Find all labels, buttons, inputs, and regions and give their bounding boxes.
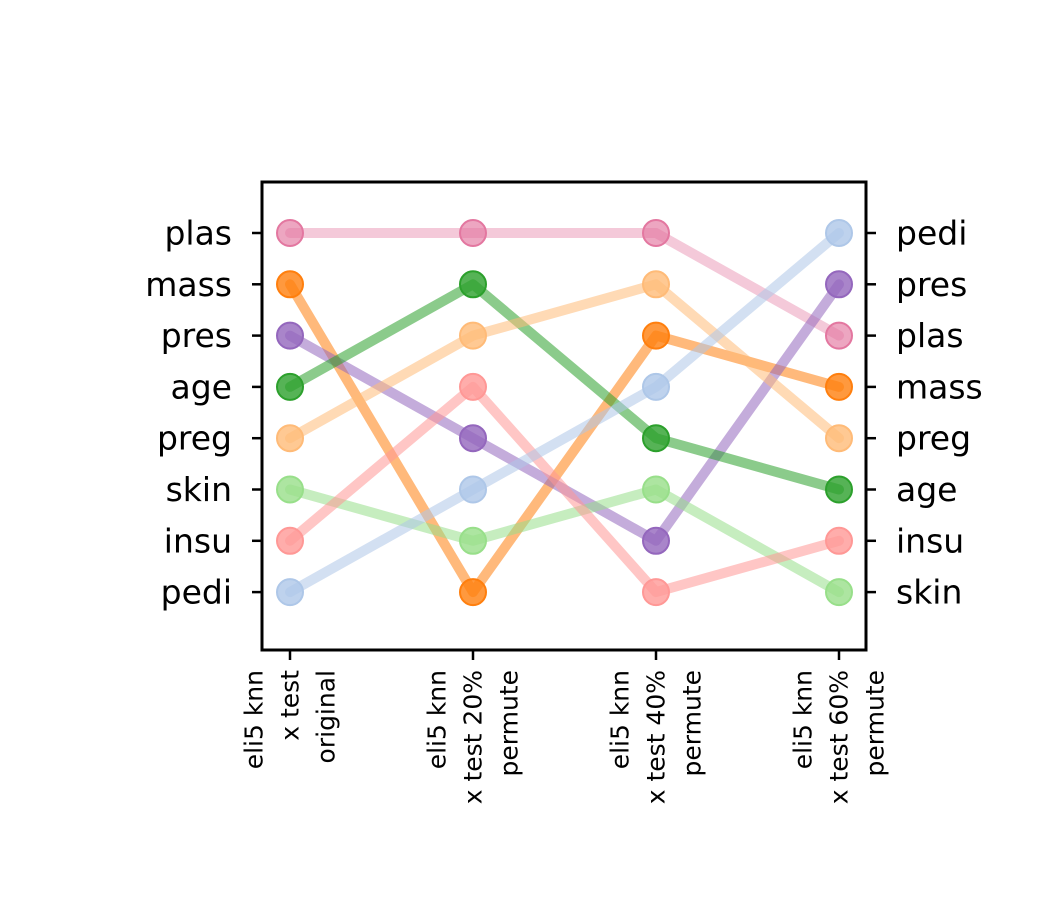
series-line-skin xyxy=(285,484,844,598)
left-tick-label: insu xyxy=(164,521,232,560)
data-point-insu-3 xyxy=(825,526,853,555)
right-tick-label: pres xyxy=(896,265,967,304)
series-age xyxy=(276,270,853,504)
data-point-insu-0 xyxy=(276,526,304,555)
data-point-pedi-1 xyxy=(459,475,487,504)
left-tick-label: pres xyxy=(161,316,232,355)
x-tick-label-group: eli5 knn x test 40% permute xyxy=(606,670,707,804)
data-point-mass-3 xyxy=(825,372,853,401)
x-axis: eli5 knn x test original eli5 knn x test 20%… xyxy=(240,650,890,804)
x-tick-label-line: permute xyxy=(495,670,524,776)
data-point-skin-2 xyxy=(642,475,670,504)
series-line-pres xyxy=(285,279,844,546)
series-layer xyxy=(276,219,853,607)
data-point-plas-1 xyxy=(459,219,487,247)
left-tick-label: plas xyxy=(164,214,232,253)
x-tick-label-line: original xyxy=(312,670,341,763)
x-tick-label-group: eli5 knn x test 60% permute xyxy=(789,670,890,804)
data-point-plas-2 xyxy=(642,219,670,247)
series-line-plas xyxy=(285,228,844,341)
x-tick-label-line: permute xyxy=(861,670,890,776)
x-tick-label-line: permute xyxy=(678,670,707,776)
right-axis: pedi pres plas mass preg age insu skin xyxy=(866,214,983,612)
left-tick-label: preg xyxy=(157,419,232,458)
data-point-mass-1 xyxy=(459,578,487,607)
right-tick-label: preg xyxy=(896,419,971,458)
data-point-skin-0 xyxy=(276,475,304,504)
x-tick-label-line: eli5 knn xyxy=(423,670,452,769)
data-point-pres-0 xyxy=(276,321,304,350)
data-point-preg-1 xyxy=(459,321,487,350)
data-point-age-3 xyxy=(825,475,853,504)
data-point-age-1 xyxy=(459,270,487,299)
x-tick-label-line: eli5 knn xyxy=(240,670,269,769)
series-line-preg xyxy=(285,279,844,444)
data-point-age-0 xyxy=(276,372,304,401)
data-point-skin-3 xyxy=(825,578,853,607)
series-line-age xyxy=(285,279,844,495)
right-tick-label: pedi xyxy=(896,214,967,253)
data-point-pedi-2 xyxy=(642,372,670,401)
left-tick-label: skin xyxy=(166,470,232,509)
data-point-preg-0 xyxy=(276,424,304,453)
series-plas xyxy=(276,219,853,350)
data-point-pres-2 xyxy=(642,526,670,555)
x-tick-label-line: eli5 knn xyxy=(789,670,818,769)
right-tick-label: age xyxy=(896,470,957,509)
data-point-mass-0 xyxy=(276,270,304,299)
data-point-insu-1 xyxy=(459,372,487,401)
series-line-insu xyxy=(285,381,844,598)
data-point-age-2 xyxy=(642,424,670,453)
x-tick-label-line: x test xyxy=(276,670,305,741)
x-tick-label-line: x test 60% xyxy=(825,670,854,804)
left-tick-label: mass xyxy=(145,265,232,304)
plot-frame xyxy=(260,180,868,652)
right-tick-label: mass xyxy=(896,367,983,406)
right-tick-label: plas xyxy=(896,316,964,355)
data-point-preg-3 xyxy=(825,424,853,453)
series-preg xyxy=(276,270,853,453)
right-tick-label: insu xyxy=(896,521,964,560)
data-point-insu-2 xyxy=(642,578,670,607)
left-tick-label: pedi xyxy=(161,573,232,612)
left-axis: plas mass pres age preg skin insu pedi xyxy=(145,214,262,612)
series-skin xyxy=(276,475,853,607)
data-point-plas-3 xyxy=(825,321,853,350)
x-tick-label-line: x test 40% xyxy=(642,670,671,804)
data-point-skin-1 xyxy=(459,526,487,555)
series-insu xyxy=(276,372,853,607)
data-point-pedi-0 xyxy=(276,578,304,607)
data-point-pres-1 xyxy=(459,424,487,453)
x-tick-label-line: eli5 knn xyxy=(606,670,635,769)
data-point-plas-0 xyxy=(276,219,304,247)
data-point-preg-2 xyxy=(642,270,670,299)
data-point-pres-3 xyxy=(825,270,853,299)
data-point-mass-2 xyxy=(642,321,670,350)
series-pedi xyxy=(276,219,853,607)
x-tick-label-group: eli5 knn x test original xyxy=(240,670,341,769)
series-line-pedi xyxy=(285,228,844,598)
data-point-pedi-3 xyxy=(825,219,853,247)
left-tick-label: age xyxy=(171,367,232,406)
x-tick-label-group: eli5 knn x test 20% permute xyxy=(423,670,524,804)
right-tick-label: skin xyxy=(896,573,962,612)
x-tick-label-line: x test 20% xyxy=(459,670,488,804)
